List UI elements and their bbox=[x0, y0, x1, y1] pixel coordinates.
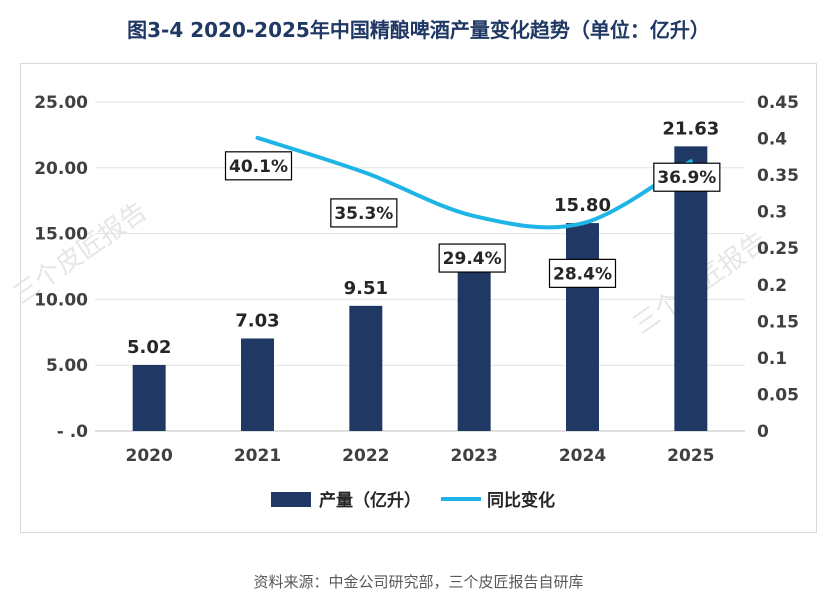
right-axis-tick-label: 0.25 bbox=[757, 239, 799, 259]
right-axis-tick-label: 0.1 bbox=[757, 349, 787, 369]
right-axis-tick-label: 0.15 bbox=[757, 312, 799, 332]
bar bbox=[241, 338, 274, 431]
category-tick-label: 2023 bbox=[451, 446, 498, 466]
legend-bar-label: 产量（亿升） bbox=[319, 490, 421, 511]
left-axis-tick-label: 10.00 bbox=[34, 290, 88, 310]
bar-value-label: 7.03 bbox=[235, 310, 279, 331]
category-tick-label: 2024 bbox=[559, 446, 606, 466]
right-axis-tick-label: 0.35 bbox=[757, 166, 799, 186]
bar bbox=[132, 364, 166, 431]
right-axis-tick-label: 0.3 bbox=[757, 203, 787, 223]
right-axis-tick-label: 0 bbox=[757, 422, 769, 442]
legend-bar-swatch bbox=[271, 492, 311, 507]
yoy-value-label: 35.3% bbox=[334, 204, 393, 224]
bar bbox=[674, 146, 708, 432]
bar-value-label: 21.63 bbox=[662, 118, 719, 139]
yoy-value-label: 29.4% bbox=[443, 249, 502, 269]
category-tick-label: 2022 bbox=[342, 446, 389, 466]
bar-value-label: 15.80 bbox=[554, 195, 611, 216]
yoy-value-label: 28.4% bbox=[553, 264, 612, 284]
yoy-label-box bbox=[438, 243, 506, 273]
bar bbox=[349, 305, 383, 431]
bar bbox=[457, 269, 491, 431]
right-axis-tick-label: 0.2 bbox=[757, 276, 787, 296]
bar bbox=[566, 223, 599, 431]
chart-frame bbox=[20, 63, 817, 533]
chart-title: 图3-4 2020-2025年中国精酿啤酒产量变化趋势（单位：亿升） bbox=[127, 18, 710, 42]
left-axis-tick-label: 15.00 bbox=[34, 225, 88, 245]
yoy-line bbox=[255, 135, 693, 230]
left-axis-tick-label: 25.00 bbox=[34, 93, 88, 113]
yoy-label-box bbox=[330, 198, 398, 228]
yoy-label-box bbox=[653, 162, 721, 192]
legend-line-label: 同比变化 bbox=[487, 490, 555, 511]
yoy-value-label: 36.9% bbox=[657, 168, 716, 188]
source-note: 资料来源：中金公司研究部，三个皮匠报告自研库 bbox=[253, 573, 584, 591]
right-axis-tick-label: 0.4 bbox=[757, 130, 787, 150]
category-tick-label: 2020 bbox=[126, 446, 173, 466]
left-axis-tick-label: - .0 bbox=[57, 422, 88, 442]
right-axis-tick-label: 0.45 bbox=[757, 93, 799, 113]
left-axis-tick-label: 20.00 bbox=[34, 159, 88, 179]
bar-value-label: 5.02 bbox=[127, 337, 171, 358]
category-tick-label: 2021 bbox=[234, 446, 281, 466]
yoy-value-label: 40.1% bbox=[229, 157, 288, 177]
category-tick-label: 2025 bbox=[667, 446, 714, 466]
yoy-label-box bbox=[224, 151, 293, 181]
left-axis-tick-label: 5.00 bbox=[46, 356, 88, 376]
right-axis-tick-label: 0.05 bbox=[757, 385, 799, 405]
yoy-label-box bbox=[548, 258, 617, 288]
bar-value-label: 9.51 bbox=[344, 278, 388, 299]
